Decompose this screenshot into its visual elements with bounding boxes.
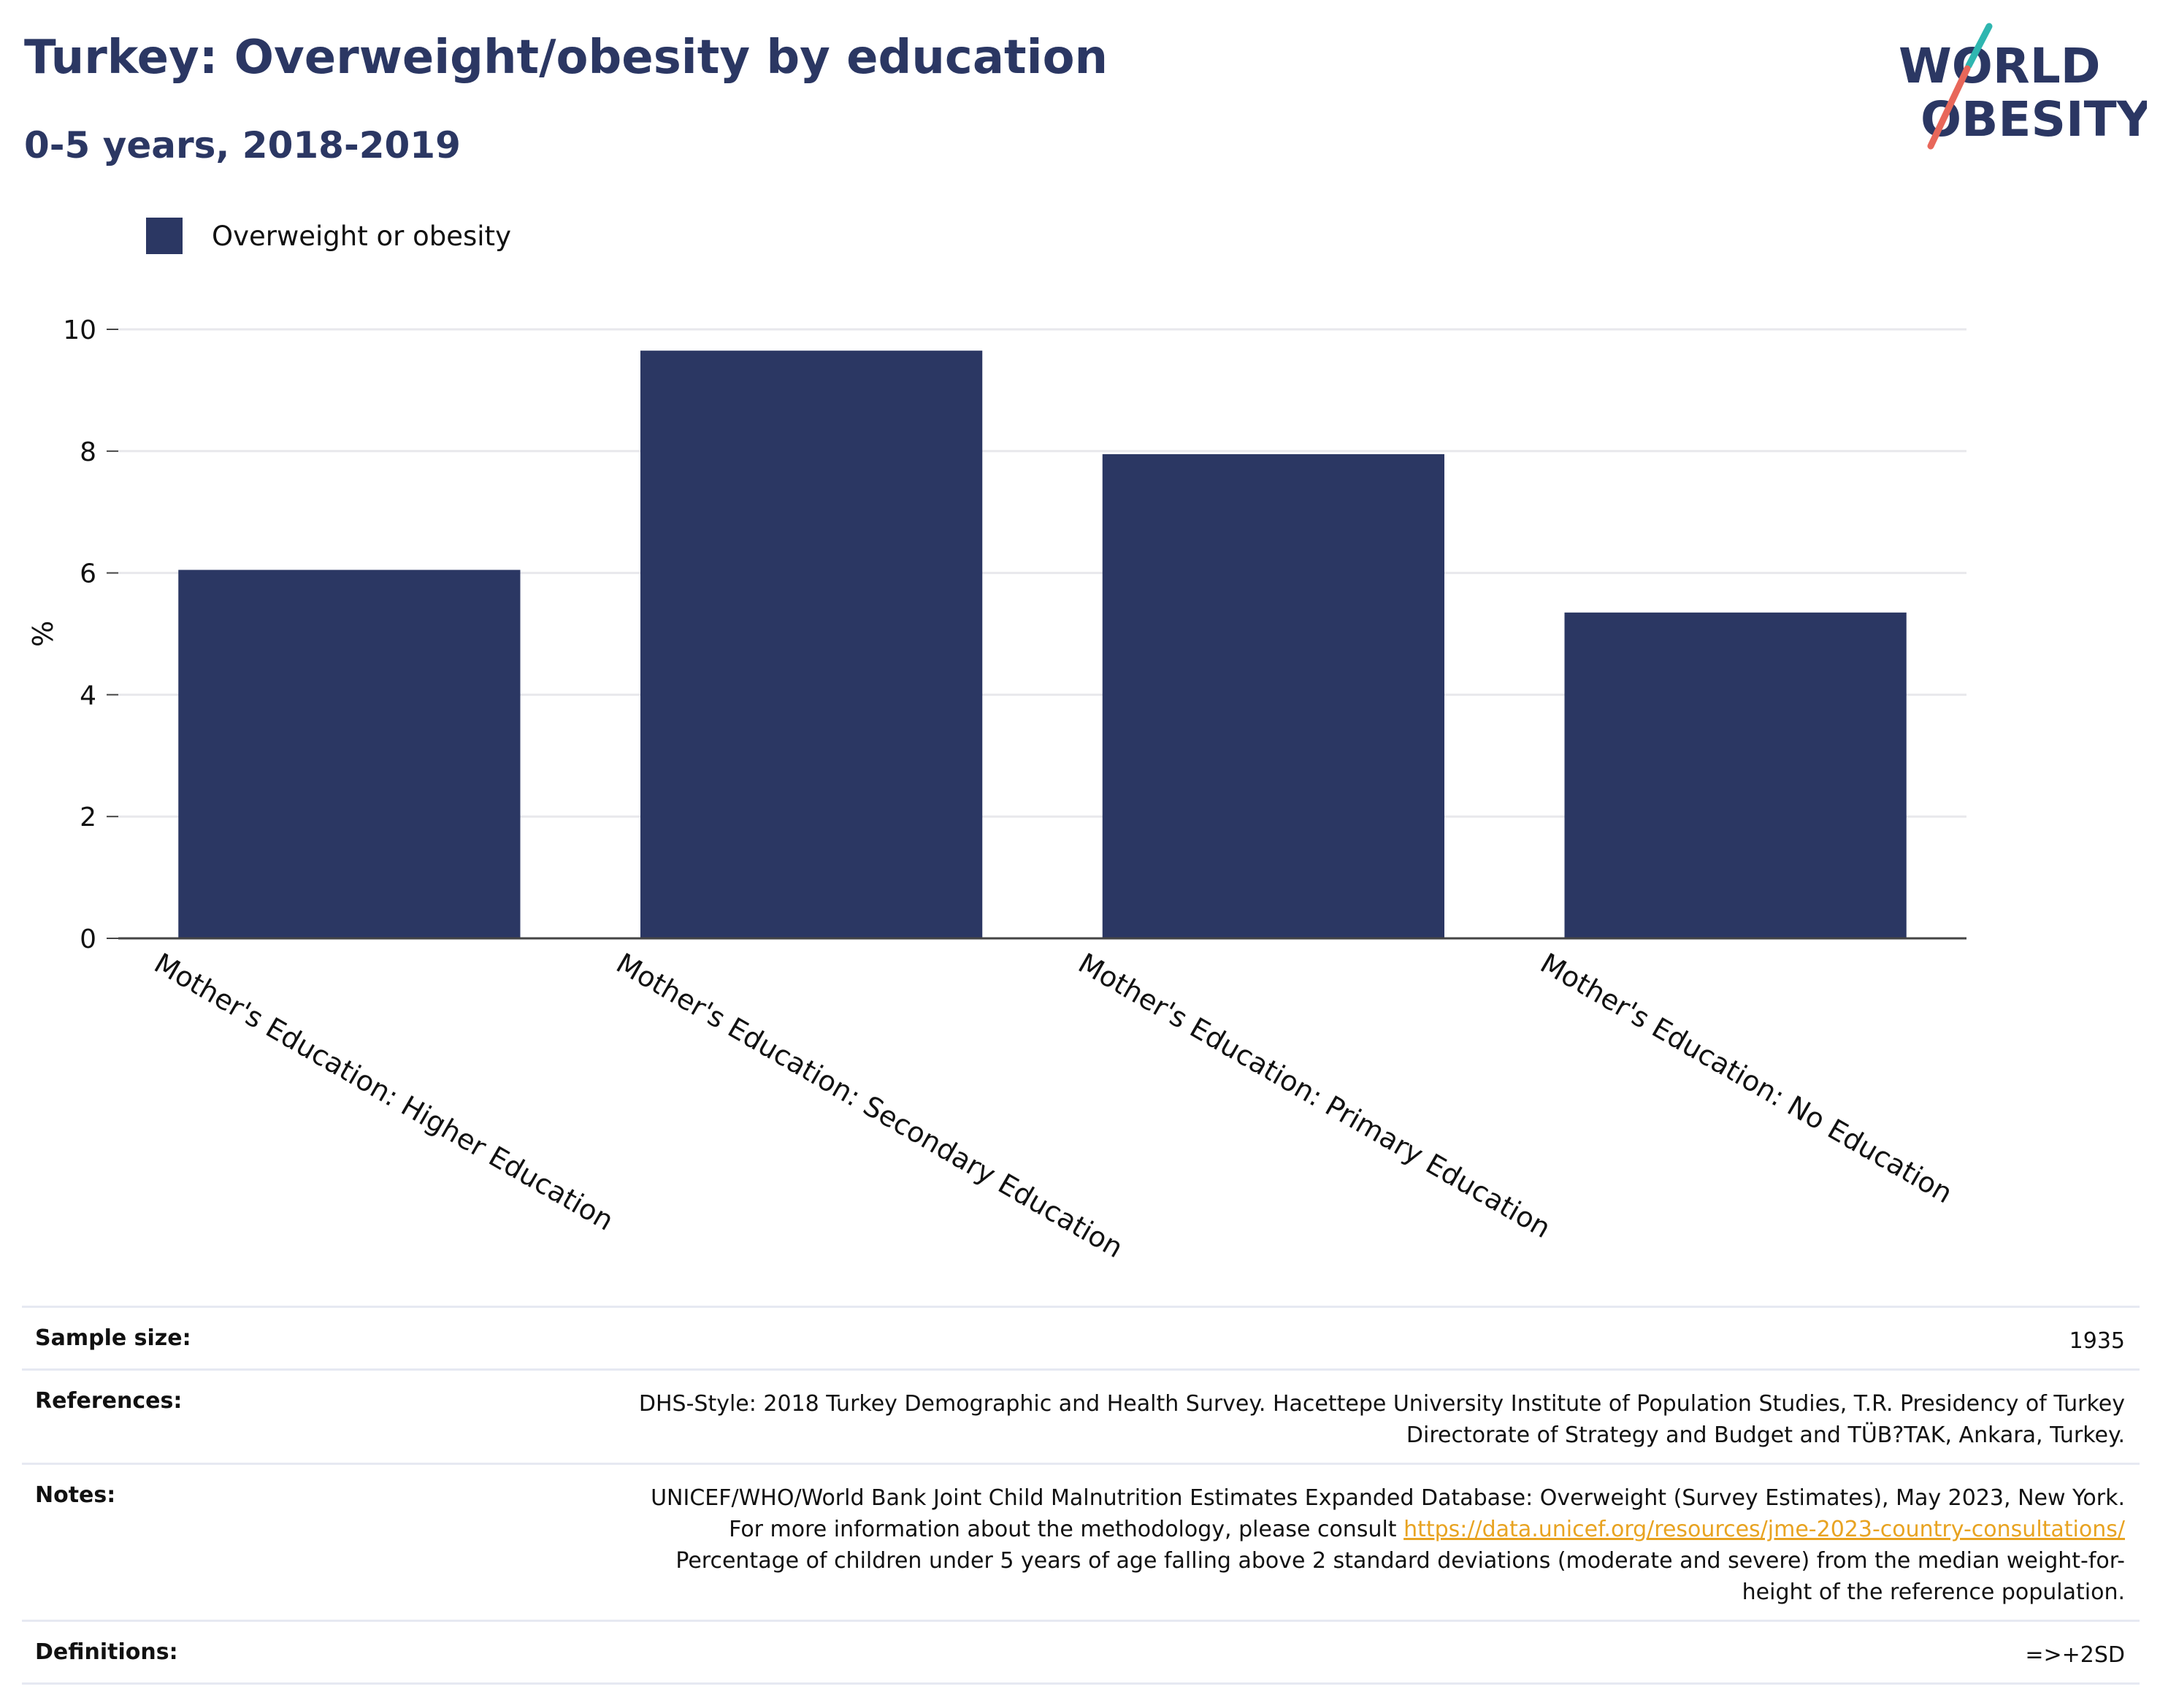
x-tick-label: Mother's Education: Primary Education	[1073, 947, 1556, 1244]
world-obesity-logo: WORLD OBESITY	[1899, 23, 2147, 150]
info-key: Notes:	[35, 1482, 116, 1508]
info-table: Sample size: 1935 References: DHS-Style:…	[22, 1306, 2140, 1685]
legend-swatch	[146, 218, 183, 254]
info-value: 1935	[2069, 1328, 2125, 1354]
info-value: =>+2SD	[2025, 1642, 2125, 1668]
chart-subtitle: 0-5 years, 2018-2019	[24, 124, 461, 166]
info-row-notes: Notes: UNICEF/WHO/World Bank Joint Child…	[22, 1465, 2140, 1622]
info-key: References:	[35, 1388, 183, 1414]
y-tick-label: 8	[80, 437, 96, 467]
legend: Overweight or obesity	[146, 216, 511, 256]
y-tick-label: 6	[80, 559, 96, 589]
bar	[1102, 453, 1444, 938]
info-key: Sample size:	[35, 1325, 191, 1351]
y-axis-title: %	[27, 621, 59, 647]
notes-text-after: Percentage of children under 5 years of …	[675, 1548, 2125, 1605]
notes-text-before: UNICEF/WHO/World Bank Joint Child Malnut…	[651, 1485, 2125, 1542]
info-value: DHS-Style: 2018 Turkey Demographic and H…	[638, 1391, 2125, 1448]
axes	[107, 329, 1966, 940]
bar	[1564, 612, 1907, 938]
info-row-sample-size: Sample size: 1935	[22, 1308, 2140, 1371]
info-row-definitions: Definitions: =>+2SD	[22, 1622, 2140, 1685]
bar	[178, 570, 521, 938]
y-tick-label: 2	[80, 803, 96, 832]
bars	[178, 351, 1907, 938]
bar-chart: 0 2 4 6 8 10% Mother's Education: Higher Educa…	[27, 315, 1966, 1265]
y-tick-label: 0	[80, 924, 96, 954]
svg-text:OBESITY: OBESITY	[1920, 91, 2147, 148]
x-tick-label: Mother's Education: Higher Education	[149, 947, 619, 1237]
info-value: UNICEF/WHO/World Bank Joint Child Malnut…	[628, 1482, 2125, 1608]
chart-title: Turkey: Overweight/obesity by education	[24, 31, 1108, 85]
info-row-references: References: DHS-Style: 2018 Turkey Demog…	[22, 1371, 2140, 1465]
y-tick-label: 10	[63, 315, 96, 345]
x-tick-label: Mother's Education: No Education	[1535, 947, 1958, 1210]
svg-text:WORLD: WORLD	[1899, 38, 2101, 94]
methodology-link[interactable]: https://data.unicef.org/resources/jme-20…	[1403, 1517, 2125, 1542]
bar	[640, 351, 983, 938]
legend-label: Overweight or obesity	[212, 220, 511, 252]
y-tick-label: 4	[80, 681, 96, 711]
info-key: Definitions:	[35, 1639, 178, 1665]
x-tick-label: Mother's Education: Secondary Education	[611, 947, 1129, 1265]
